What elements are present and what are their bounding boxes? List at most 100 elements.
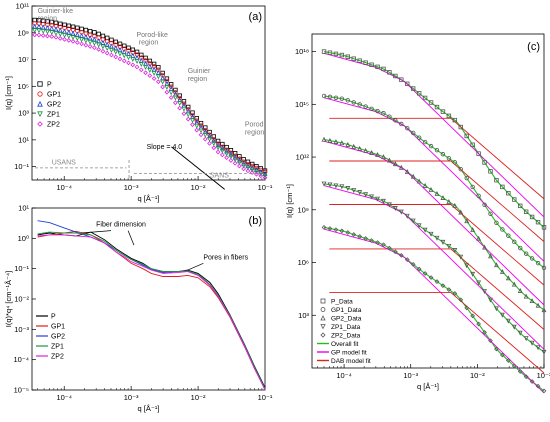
data-point [357,190,363,196]
data-point [517,287,523,293]
data-point [506,191,511,196]
data-point [245,168,251,174]
data-point [411,86,416,91]
data-point [464,218,470,224]
legend-marker [320,332,326,338]
data-point [517,369,523,374]
data-point [164,89,170,95]
data-point [351,232,357,237]
data-point [211,136,217,142]
data-point [416,178,422,184]
data-point [151,61,157,67]
data-point [66,23,71,28]
data-point [345,141,351,147]
data-point [109,43,114,49]
dab-model-fit-curve [329,248,545,330]
legend-entry: GP1 [47,92,61,99]
data-point [130,62,136,68]
data-point [155,74,161,80]
data-point [66,34,72,40]
data-point [215,145,221,151]
legend-marker [320,307,326,312]
data-point [499,312,505,318]
data-point [363,104,368,109]
data-point [236,160,242,166]
data-point [147,73,153,78]
data-point [62,33,67,39]
overall-fit-curve [323,95,545,269]
data-point [458,124,463,130]
y-axis-label: I(q)*q⁴ [cm⁻¹Å⁻⁴] [4,271,13,327]
data-point [488,169,493,174]
data-point [139,52,144,58]
data-point [143,65,149,70]
series-zp2 [32,32,268,181]
data-point [241,159,246,164]
data-point [470,184,475,190]
data-point [387,245,392,251]
data-point [393,249,398,255]
y-tick-label: 10³ [298,311,309,320]
data-point [138,67,144,73]
data-point [470,226,476,232]
data-point [62,36,67,42]
data-point [194,127,200,133]
data-point [404,213,410,219]
data-point [505,358,511,363]
gp-model-fit-curve [323,52,545,218]
dab-model-fit-curve [329,117,545,200]
data-point [83,38,89,44]
y-axis-label: I(q) [cm⁻¹] [4,76,13,110]
data-point [49,25,55,31]
y-tick-label: 10¹¹ [16,2,30,11]
data-point [53,26,59,32]
data-point [529,214,535,220]
data-point [96,42,102,48]
series-zp2_data [321,225,547,394]
data-point [511,324,517,330]
data-point [351,143,357,149]
data-point [232,160,238,166]
data-point [232,154,238,160]
data-point [219,148,225,154]
data-point [476,151,481,156]
data-point [470,142,475,147]
data-point [143,55,148,61]
data-point [416,91,422,96]
data-point [160,70,165,76]
dab-model-fit-curve [329,204,545,286]
panel-letter: (c) [527,41,540,53]
data-point [440,195,446,200]
data-point [351,56,356,61]
data-point [190,118,195,124]
data-point [91,36,97,42]
annotation: Porod [245,121,264,128]
data-point [398,164,404,170]
data-point [245,161,251,167]
data-point [398,253,404,258]
data-point [151,76,157,81]
legend-marker [320,315,326,321]
data-point [62,28,67,34]
y-tick-label: 10¹² [296,153,310,162]
data-point [177,101,183,107]
data-point [494,177,499,183]
data-point [500,184,505,190]
data-point [529,256,535,261]
data-point [351,100,356,105]
data-point [164,76,170,81]
data-point [49,34,55,39]
data-point [262,175,268,181]
data-point [446,243,452,249]
data-point [422,95,428,101]
data-point [393,73,398,79]
data-point [74,40,80,45]
data-point [185,112,191,118]
data-point [333,95,339,100]
data-point [53,31,59,36]
data-point [321,181,327,187]
data-point [121,49,127,54]
data-point [458,254,464,260]
data-point [511,281,517,287]
data-point [207,132,212,137]
